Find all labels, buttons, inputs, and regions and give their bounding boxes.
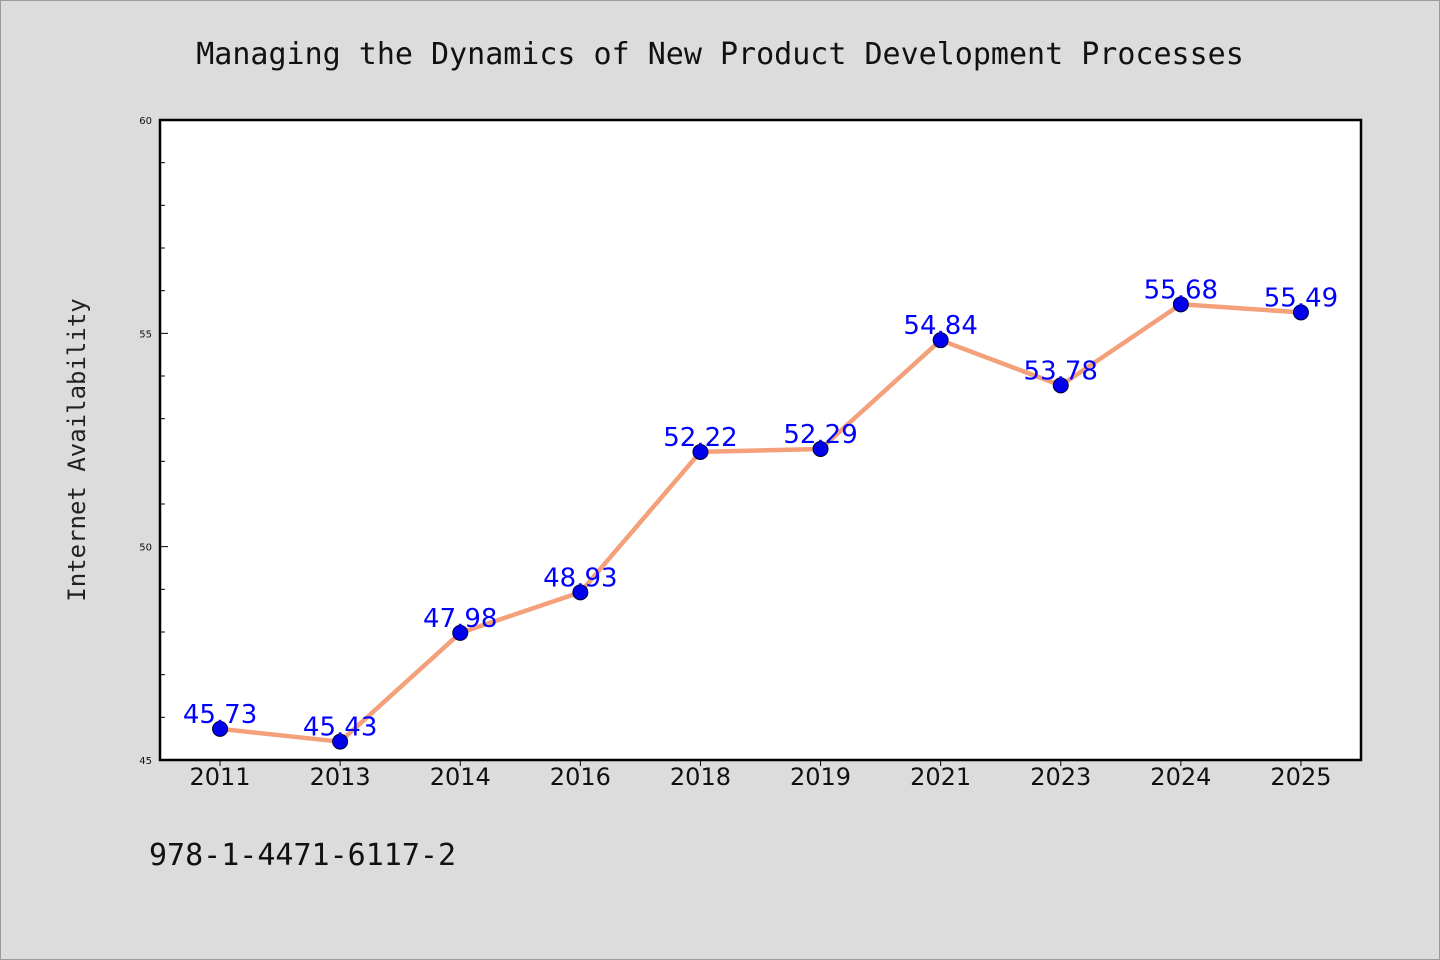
data-label: 53.78	[1024, 356, 1098, 386]
chart-title: Managing the Dynamics of New Product Dev…	[196, 37, 1244, 72]
data-labels: 45.73 45.43 47.98 48.93 52.22 52.29 54.84 53.78…	[183, 275, 1338, 742]
data-point	[332, 733, 349, 750]
x-tick-label: 2024	[1150, 763, 1211, 791]
series-markers	[212, 296, 1309, 750]
data-label: 45.73	[183, 700, 257, 730]
x-tick-label: 2013	[310, 763, 371, 791]
data-label: 52.29	[783, 420, 857, 450]
x-tick-label: 2016	[550, 763, 611, 791]
x-tick-label: 2014	[430, 763, 491, 791]
data-label: 45.43	[303, 713, 377, 743]
data-point	[452, 624, 469, 641]
y-tick-label: 50	[139, 543, 152, 554]
x-tick-label: 2025	[1270, 763, 1331, 791]
data-point	[812, 440, 829, 457]
series-line	[219, 302, 1302, 744]
y-axis-label: Internet Availability	[63, 298, 91, 601]
x-tick-label: 2021	[910, 763, 971, 791]
x-axis-ticks: 2011 2013 2014 2016 2018 2019 2021 2023 2024 2025	[190, 760, 1331, 791]
data-point	[932, 332, 949, 349]
plot-area	[158, 118, 1363, 762]
data-point	[692, 443, 709, 460]
x-tick-label: 2019	[790, 763, 851, 791]
data-label: 48.93	[543, 563, 617, 593]
data-label: 47.98	[423, 604, 497, 634]
data-point	[1172, 296, 1189, 313]
x-tick-label: 2018	[670, 763, 731, 791]
footnote-text: 978-1-4471-6117-2	[149, 838, 456, 873]
y-tick-label: 60	[139, 116, 152, 127]
data-point	[1292, 304, 1309, 321]
data-label: 55.49	[1264, 283, 1338, 313]
y-axis-ticks: 45 50 55 60	[139, 116, 168, 767]
series-line-group	[219, 302, 1302, 744]
data-point	[1052, 377, 1069, 394]
data-point	[212, 720, 229, 737]
y-tick-label: 45	[139, 756, 152, 767]
x-tick-label: 2023	[1030, 763, 1091, 791]
data-label: 52.22	[663, 423, 737, 453]
data-label: 54.84	[903, 311, 977, 341]
x-tick-label: 2011	[190, 763, 251, 791]
y-tick-label: 55	[139, 329, 152, 340]
data-label: 55.68	[1144, 275, 1218, 305]
data-point	[572, 584, 589, 601]
